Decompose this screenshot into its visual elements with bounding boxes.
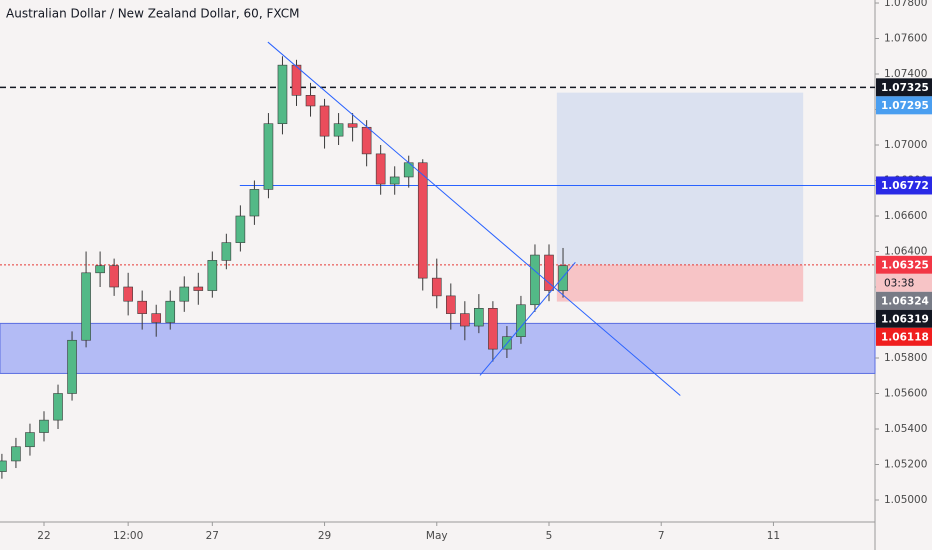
- candle-body: [263, 123, 274, 190]
- y-tick-label: 1.07600: [884, 33, 927, 45]
- price-label: 1.06325: [881, 259, 929, 271]
- candle-body: [11, 446, 21, 462]
- x-tick-label: 11: [767, 530, 780, 542]
- candle-body: [375, 153, 386, 185]
- x-tick-label: 27: [206, 530, 219, 542]
- support-zone: [0, 322, 876, 374]
- countdown-bg: [876, 273, 932, 292]
- y-tick-label: 1.05800: [884, 352, 927, 364]
- candle-body: [558, 265, 568, 291]
- candle-body: [544, 254, 554, 291]
- y-tick-label: 1.07000: [884, 139, 927, 151]
- trendline: [267, 41, 681, 396]
- price-label-bg: [876, 78, 932, 97]
- candle-body: [39, 419, 49, 433]
- candle-body: [179, 286, 190, 302]
- price-label-bg: [876, 96, 932, 115]
- candle-body: [361, 126, 372, 155]
- y-tick-label: 1.05400: [884, 423, 927, 435]
- candle-body: [474, 308, 484, 327]
- candle-body: [109, 265, 119, 288]
- price-label: 1.06319: [881, 313, 929, 325]
- price-label-bg: [876, 291, 932, 310]
- candle-body: [137, 300, 147, 314]
- y-tick-label: 1.06400: [884, 246, 927, 258]
- x-tick-label: 5: [546, 530, 553, 542]
- candle-body: [81, 272, 91, 341]
- y-tick-label: 1.05200: [884, 458, 927, 470]
- price-label: 1.06324: [881, 295, 929, 307]
- candle-body: [347, 123, 358, 128]
- price-label: 1.06118: [881, 331, 929, 343]
- chart-title: Australian Dollar / New Zealand Dollar, …: [6, 7, 299, 21]
- price-label: 1.07295: [881, 100, 929, 112]
- price-label: 1.06772: [881, 180, 929, 192]
- candle-body: [53, 393, 63, 421]
- candle-body: [389, 176, 400, 185]
- candle-body: [221, 242, 232, 261]
- candle-body: [165, 300, 176, 323]
- candle-body: [417, 162, 428, 279]
- candle-body: [25, 432, 35, 448]
- position-loss: [556, 264, 804, 302]
- candle-body: [123, 286, 133, 302]
- candle-body: [249, 189, 260, 217]
- x-tick-label: 12:00: [113, 530, 143, 542]
- y-tick-label: 1.07800: [884, 0, 927, 9]
- candle-body: [207, 260, 218, 291]
- position-profit: [556, 92, 804, 265]
- x-tick-label: 7: [658, 530, 665, 542]
- candle-body: [333, 123, 344, 137]
- candle-body: [0, 460, 7, 472]
- candle-body: [530, 254, 540, 306]
- candle-body: [488, 308, 498, 350]
- price-label-bg: [876, 255, 932, 274]
- y-tick-label: 1.05000: [884, 494, 927, 506]
- candle-body: [291, 64, 302, 96]
- candle-body: [95, 265, 105, 274]
- candle-body: [67, 339, 77, 394]
- x-tick-label: May: [426, 530, 448, 542]
- y-tick-label: 1.07400: [884, 68, 927, 80]
- y-tick-label: 1.05600: [884, 387, 927, 399]
- price-label-bg: [876, 309, 932, 328]
- candle-body: [151, 313, 162, 323]
- candle-body: [516, 304, 526, 337]
- y-tick-label: 1.06600: [884, 210, 927, 222]
- candle-body: [235, 215, 246, 243]
- x-tick-label: 22: [37, 530, 50, 542]
- candle-body: [445, 295, 456, 314]
- candle-body: [319, 105, 330, 137]
- candle-body: [305, 95, 316, 107]
- candle-body: [431, 277, 442, 297]
- price-label: 1.07325: [881, 82, 929, 94]
- price-label-bg: [876, 327, 932, 346]
- price-label-bg: [876, 176, 932, 195]
- candle-body: [193, 286, 204, 291]
- candle-body: [460, 313, 470, 327]
- trendline: [479, 262, 576, 376]
- countdown: 03:38: [884, 277, 914, 289]
- candle-body: [277, 64, 288, 125]
- x-tick-label: 29: [318, 530, 331, 542]
